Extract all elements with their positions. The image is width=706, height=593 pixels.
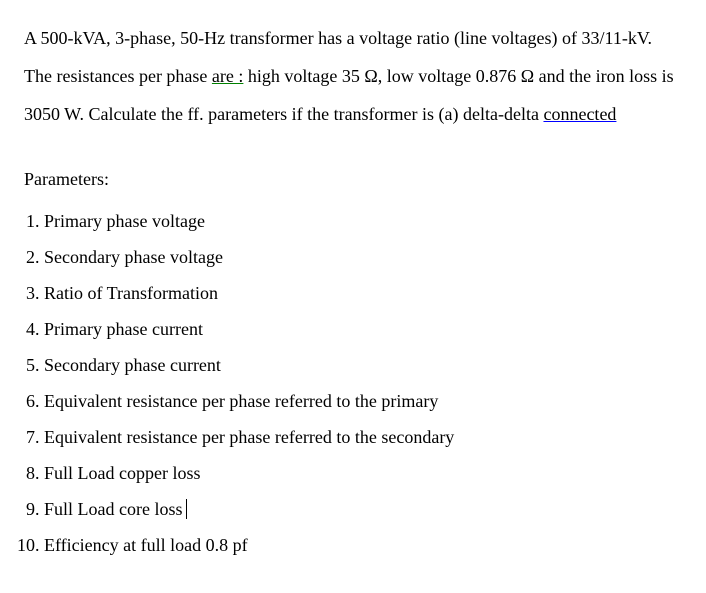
underline-are: are : xyxy=(212,66,243,86)
list-item: Full Load core loss xyxy=(44,491,682,527)
problem-statement: A 500-kVA, 3-phase, 50-Hz transformer ha… xyxy=(24,20,682,133)
parameters-heading: Parameters: xyxy=(24,161,682,199)
list-item: Primary phase current xyxy=(44,311,682,347)
text-cursor xyxy=(186,499,192,519)
list-item: Equivalent resistance per phase referred… xyxy=(44,419,682,455)
list-item: Secondary phase voltage xyxy=(44,239,682,275)
underline-connected: connected xyxy=(543,104,616,124)
parameters-list: Primary phase voltage Secondary phase vo… xyxy=(24,203,682,563)
list-item-text: Full Load core loss xyxy=(44,499,182,519)
list-item: Ratio of Transformation xyxy=(44,275,682,311)
list-item: Primary phase voltage xyxy=(44,203,682,239)
list-item: Secondary phase current xyxy=(44,347,682,383)
list-item: Efficiency at full load 0.8 pf xyxy=(44,527,682,563)
list-item: Full Load copper loss xyxy=(44,455,682,491)
list-item: Equivalent resistance per phase referred… xyxy=(44,383,682,419)
